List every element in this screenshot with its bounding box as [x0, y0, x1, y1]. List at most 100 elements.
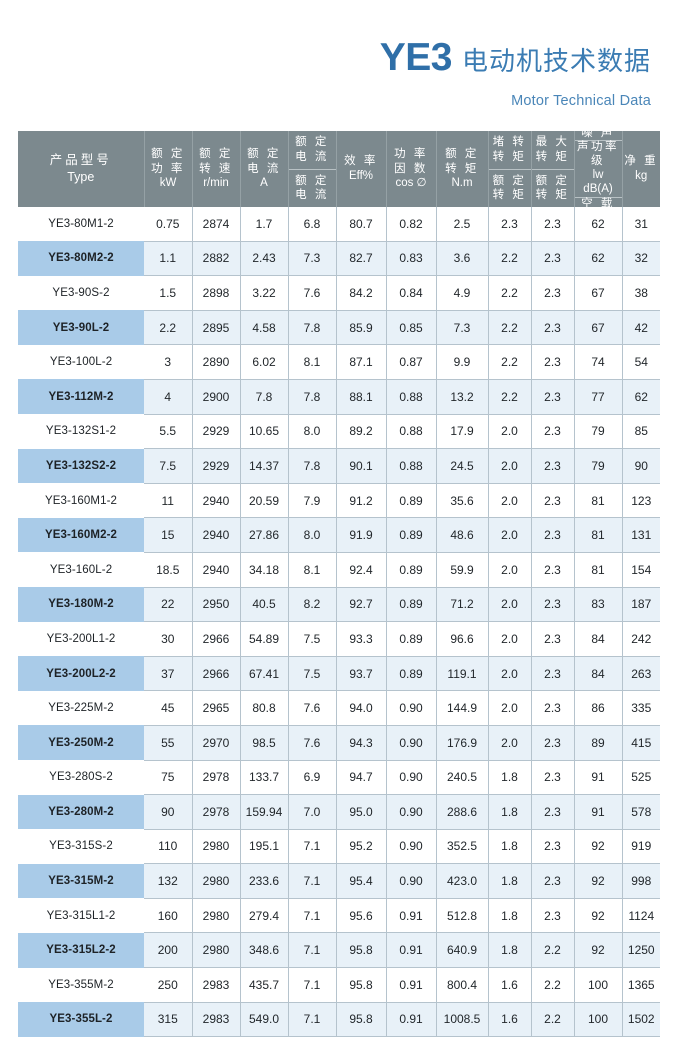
cell-current: 27.86	[240, 517, 289, 553]
cell-power: 2.2	[144, 310, 193, 346]
cell-power-factor: 0.89	[386, 517, 437, 553]
cell-efficiency: 93.3	[336, 621, 387, 657]
cell-max-torque-ratio: 2.3	[531, 414, 575, 450]
cell-power: 11	[144, 483, 193, 519]
cell-noise: 77	[574, 379, 623, 415]
table-row: YE3-160M1-2 11 2940 20.59 7.9 91.2 0.89 35.6 2.0…	[18, 483, 660, 519]
table-row: YE3-200L2-2 37 2966 67.41 7.5 93.7 0.89 119.1 2.…	[18, 656, 660, 692]
cell-max-torque-ratio: 2.2	[531, 1002, 575, 1037]
cell-current-ratio: 7.6	[288, 725, 337, 761]
cell-current-ratio: 8.2	[288, 587, 337, 623]
cell-locked-torque-ratio: 1.6	[488, 967, 532, 1003]
cell-locked-torque-ratio: 1.8	[488, 932, 532, 969]
locked-torque-numerator: 堵 转 转 矩	[492, 136, 527, 163]
cell-power-factor: 0.90	[386, 760, 437, 796]
col-header-net-weight-unit: kg	[635, 170, 648, 182]
table-row: YE3-225M-2 45 2965 80.8 7.6 94.0 0.90 144.9 2.0 2…	[18, 690, 660, 726]
cell-weight: 335	[622, 690, 660, 726]
col-header-rated-torque-l2: 转 矩	[445, 162, 479, 175]
cell-locked-torque-ratio: 2.0	[488, 414, 532, 450]
cell-model-type: YE3-200L1-2	[18, 621, 144, 657]
cell-max-torque-ratio: 2.2	[531, 932, 575, 969]
cell-power: 22	[144, 587, 193, 623]
cell-weight: 123	[622, 483, 660, 519]
cell-torque: 59.9	[436, 552, 489, 588]
cell-current: 6.02	[240, 344, 289, 380]
cell-weight: 85	[622, 414, 660, 450]
table-row: YE3-315L2-2 200 2980 348.6 7.1 95.8 0.91 640.9 1…	[18, 932, 660, 969]
cell-power-factor: 0.84	[386, 275, 437, 311]
col-header-rated-speed-l2: 转 速	[199, 162, 233, 175]
table-row: YE3-90L-2 2.2 2895 4.58 7.8 85.9 0.85 7.3 2.2 2.3…	[18, 310, 660, 346]
cell-current: 133.7	[240, 760, 289, 796]
cell-efficiency: 87.1	[336, 344, 387, 380]
cell-torque: 176.9	[436, 725, 489, 761]
cell-speed: 2940	[192, 552, 241, 588]
cell-current-ratio: 8.0	[288, 414, 337, 450]
table-row: YE3-132S2-2 7.5 2929 14.37 7.8 90.1 0.88 24.5 2.…	[18, 448, 660, 484]
cell-model-type: YE3-90L-2	[18, 310, 144, 345]
cell-locked-torque-ratio: 1.8	[488, 829, 532, 865]
cell-weight: 54	[622, 344, 660, 380]
cell-current-ratio: 7.8	[288, 448, 337, 484]
cell-power: 55	[144, 725, 193, 761]
noise-unit: 声功率级 lw dB(A)	[574, 140, 622, 196]
cell-current: 348.6	[240, 932, 289, 969]
cell-model-type: YE3-160L-2	[18, 552, 144, 588]
col-header-type: 产品型号 Type	[18, 131, 145, 207]
cell-max-torque-ratio: 2.3	[531, 794, 575, 830]
cell-power-factor: 0.88	[386, 379, 437, 415]
cell-torque: 800.4	[436, 967, 489, 1003]
cell-current: 549.0	[240, 1002, 289, 1037]
cell-max-torque-ratio: 2.3	[531, 656, 575, 692]
cell-efficiency: 95.8	[336, 967, 387, 1003]
cell-power: 37	[144, 656, 193, 692]
cell-noise: 83	[574, 587, 623, 623]
cell-torque: 240.5	[436, 760, 489, 796]
table-row: YE3-315L1-2 160 2980 279.4 7.1 95.6 0.91 512.8 1…	[18, 898, 660, 934]
col-header-rated-power-l2: 功 率	[151, 162, 185, 175]
cell-noise: 81	[574, 517, 623, 553]
cell-speed: 2940	[192, 483, 241, 519]
cell-weight: 1502	[622, 1002, 660, 1037]
cell-max-torque-ratio: 2.3	[531, 310, 575, 346]
cell-noise: 84	[574, 621, 623, 657]
cell-speed: 2882	[192, 241, 241, 277]
cell-power: 4	[144, 379, 193, 415]
col-header-power-factor-l2: 因 数	[394, 162, 428, 175]
cell-weight: 415	[622, 725, 660, 761]
cell-current-ratio: 7.1	[288, 1002, 337, 1037]
cell-noise: 91	[574, 760, 623, 796]
table-row: YE3-355L-2 315 2983 549.0 7.1 95.8 0.91 1008.5 1…	[18, 1002, 660, 1037]
cell-torque: 119.1	[436, 656, 489, 692]
page-subtitle: Motor Technical Data	[511, 93, 651, 109]
cell-efficiency: 95.6	[336, 898, 387, 934]
col-header-rated-speed-l1: 额 定	[199, 147, 233, 160]
cell-model-type: YE3-160M1-2	[18, 483, 144, 518]
cell-power: 45	[144, 690, 193, 726]
cell-torque: 48.6	[436, 517, 489, 553]
cell-current-ratio: 7.5	[288, 656, 337, 692]
cell-current-ratio: 7.6	[288, 690, 337, 726]
table-row: YE3-315M-2 132 2980 233.6 7.1 95.4 0.90 423.0 1.…	[18, 863, 660, 899]
table-row: YE3-80M2-2 1.1 2882 2.43 7.3 82.7 0.83 3.6 2.2 2.…	[18, 241, 660, 277]
col-header-net-weight-cn: 净 重	[624, 155, 659, 168]
col-header-noise: 噪 声 声功率级 lw dB(A) 空 载	[574, 127, 623, 210]
cell-power: 1.5	[144, 275, 193, 311]
cell-noise: 92	[574, 863, 623, 899]
cell-torque: 17.9	[436, 414, 489, 450]
cell-torque: 13.2	[436, 379, 489, 415]
cell-model-type: YE3-132S1-2	[18, 414, 144, 449]
table-body: YE3-80M1-2 0.75 2874 1.7 6.8 80.7 0.82 2.5 2.3 2.…	[18, 207, 660, 1037]
cell-efficiency: 88.1	[336, 379, 387, 415]
cell-noise: 67	[574, 310, 623, 346]
col-header-type-cn: 产品型号	[49, 153, 112, 168]
cell-noise: 92	[574, 829, 623, 865]
cell-max-torque-ratio: 2.3	[531, 344, 575, 380]
cell-power: 3	[144, 344, 193, 380]
table-row: YE3-90S-2 1.5 2898 3.22 7.6 84.2 0.84 4.9 2.2 2.3…	[18, 275, 660, 311]
cell-weight: 1124	[622, 898, 660, 934]
cell-weight: 38	[622, 275, 660, 311]
cell-weight: 31	[622, 207, 660, 242]
cell-max-torque-ratio: 2.3	[531, 621, 575, 657]
